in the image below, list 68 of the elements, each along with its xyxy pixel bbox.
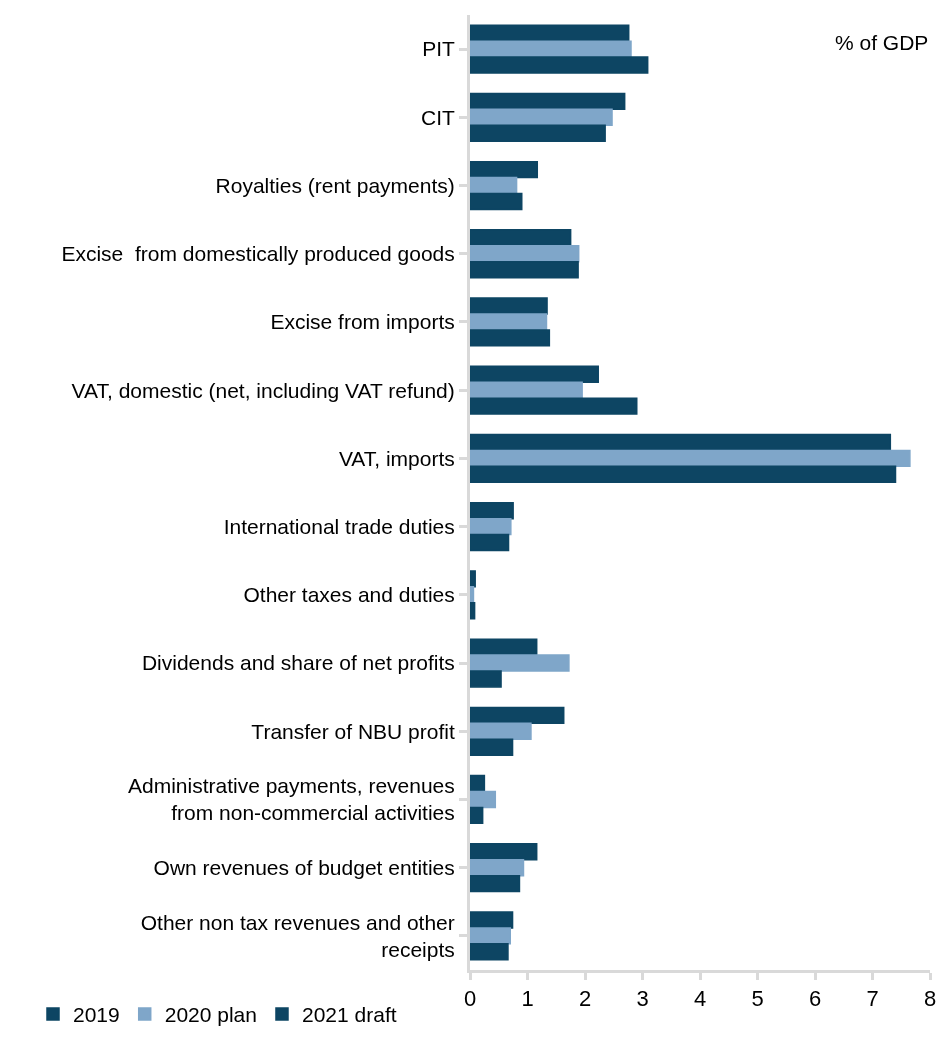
bar [470,874,521,893]
bar [470,192,523,211]
bar [470,56,649,74]
bar [470,329,551,347]
x-tick-label: 2 [578,986,592,1012]
bar [470,638,538,656]
bar [470,245,580,263]
x-tick-label: 7 [866,986,879,1012]
bar [470,433,892,452]
y-tick-label: Excise from domestically produced goods [61,242,455,266]
y-tick-label: PIT [422,37,455,61]
x-tick-label: 4 [693,986,707,1012]
x-tick-label: 6 [808,986,822,1012]
x-tick-label: 1 [521,986,534,1012]
y-tick-label: VAT, domestic (net, including VAT refund) [71,378,455,402]
bar [470,24,630,42]
bar [470,449,911,468]
x-tick-label: 8 [923,986,937,1012]
bar [470,722,532,740]
bar [470,586,475,604]
y-tick-label: International trade duties [223,514,455,538]
y-tick-label: VAT, imports [338,446,455,470]
bar [470,774,486,793]
bar [470,40,632,58]
bar [470,533,510,552]
bar [470,790,497,809]
legend-label: 2020 plan [164,1003,257,1027]
y-tick-label: Dividends and share of net profits [141,651,455,675]
y-tick-label: Excise from imports [270,310,455,334]
bar [470,654,570,672]
y-tick-label: Royalties (rent payments) [215,173,455,197]
bar [470,297,548,315]
bar [470,124,606,142]
bar [470,943,509,961]
legend-label: 2021 draft [301,1003,397,1027]
bar [470,381,583,399]
bar [470,229,572,247]
y-tick-label: Administrative payments, revenues from non-commercial activities [127,774,455,825]
x-tick-label: 3 [636,986,649,1012]
bar [470,260,579,279]
y-tick-label: CIT [420,105,455,129]
x-tick-label: 0 [463,986,477,1012]
y-tick-label: Other non tax revenues and other receipts [140,910,455,961]
bar [470,570,476,588]
legend-label: 2019 [73,1003,120,1027]
bar [470,501,514,520]
bar [470,176,518,195]
bar [470,670,502,688]
bar [470,313,548,331]
bar [470,517,512,536]
y-tick-label: Own revenues of budget entities [153,856,455,880]
bar [470,397,638,415]
bar [470,927,511,945]
bar [470,602,476,620]
bar [470,911,514,929]
x-tick-label: 5 [751,986,764,1012]
bar [470,465,897,484]
annotation: % of GDP [835,31,929,54]
bar [470,108,613,127]
bar [470,806,484,825]
y-tick-label: Transfer of NBU profit [251,719,455,743]
bar [470,706,565,725]
bar [470,738,514,756]
bar [470,858,525,877]
bar [470,160,539,179]
bar [470,92,626,111]
bar [470,843,538,861]
y-tick-label: Other taxes and duties [243,583,455,607]
